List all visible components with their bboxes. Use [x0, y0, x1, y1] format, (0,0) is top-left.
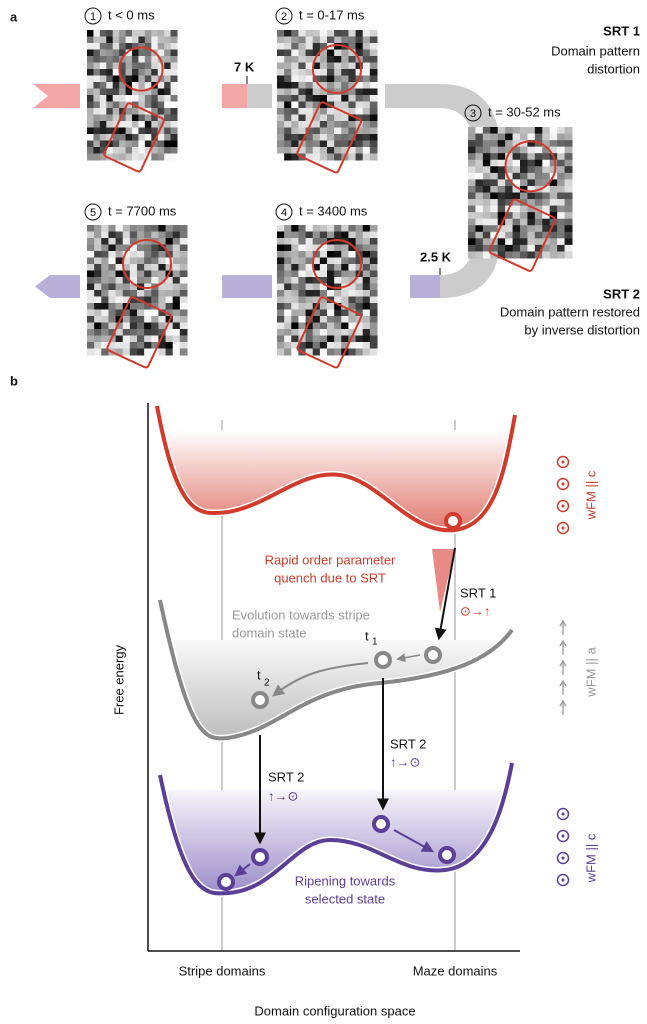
x-label: Maze domains	[413, 963, 498, 978]
spin-out-icon	[562, 527, 565, 530]
spin-up-icon	[560, 641, 566, 655]
energy-landscape	[148, 403, 520, 951]
panel-label: a	[10, 9, 18, 24]
frame-time: t = 30-52 ms	[488, 104, 561, 119]
annotation: Ripening towards	[295, 873, 396, 888]
panel-label: b	[10, 373, 18, 388]
frame-time: t = 3400 ms	[299, 203, 368, 218]
step-number: 4	[281, 207, 287, 219]
figure: 1 t < 0 ms 2 t = 0-17 ms 3 t = 30-52 ms 4 t = 3…	[0, 0, 647, 1024]
y-axis-label: Free energy	[111, 644, 126, 715]
step-number: 3	[470, 108, 476, 120]
spin-out-icon	[562, 835, 565, 838]
spin-out-icon	[562, 483, 565, 486]
spin-out-icon	[562, 879, 565, 882]
x-label: Stripe domains	[179, 963, 266, 978]
srt-text: Domain pattern restored	[500, 304, 640, 319]
temperature: 7 K	[234, 59, 255, 74]
srt-symbol: ↑→⊙	[268, 788, 298, 803]
time-label: t	[257, 667, 261, 682]
spin-up-icon	[560, 621, 566, 635]
spin-up-icon	[560, 681, 566, 695]
x-axis-label: Domain configuration space	[254, 1003, 415, 1018]
annotation: Rapid order parameter	[265, 552, 396, 567]
srt-text: distortion	[587, 61, 640, 76]
spin-out-icon	[562, 505, 565, 508]
srt-label: SRT 2	[390, 736, 426, 751]
spin-up-icon	[560, 701, 566, 715]
annotation: quench due to SRT	[274, 570, 386, 585]
state-label: wFM || c	[583, 470, 598, 520]
srt-symbol: ⊙→↑	[460, 603, 490, 618]
spin-out-icon	[562, 461, 565, 464]
frame-time: t = 7700 ms	[108, 203, 177, 218]
srt-title: SRT 2	[603, 286, 640, 301]
temperature: 2.5 K	[420, 249, 452, 264]
srt-symbol: ↑→⊙	[390, 754, 420, 769]
step-number: 2	[281, 11, 287, 23]
domain-image	[87, 225, 188, 368]
time-sub: 1	[372, 637, 378, 648]
spin-out-icon	[562, 813, 565, 816]
state-label: wFM || c	[583, 833, 598, 883]
state-label: wFM || a	[583, 647, 598, 698]
annotation: selected state	[305, 891, 385, 906]
annotation: domain state	[232, 625, 306, 640]
srt-text: Domain pattern	[551, 43, 640, 58]
srt-text: by inverse distortion	[524, 322, 640, 337]
frame-time: t < 0 ms	[108, 7, 155, 22]
spin-out-icon	[562, 857, 565, 860]
time-sub: 2	[264, 678, 270, 689]
step-number: 5	[90, 207, 96, 219]
domain-image	[87, 30, 178, 172]
srt-title: SRT 1	[603, 23, 640, 38]
step-number: 1	[90, 11, 96, 23]
srt-label: SRT 1	[460, 585, 496, 600]
srt-label: SRT 2	[268, 769, 304, 784]
time-label: t	[365, 628, 369, 643]
frame-time: t = 0-17 ms	[299, 7, 365, 22]
domain-image	[277, 225, 378, 368]
domain-image	[468, 127, 573, 272]
spin-up-icon	[560, 661, 566, 675]
annotation: Evolution towards stripe	[232, 607, 370, 622]
domain-image	[277, 30, 378, 173]
